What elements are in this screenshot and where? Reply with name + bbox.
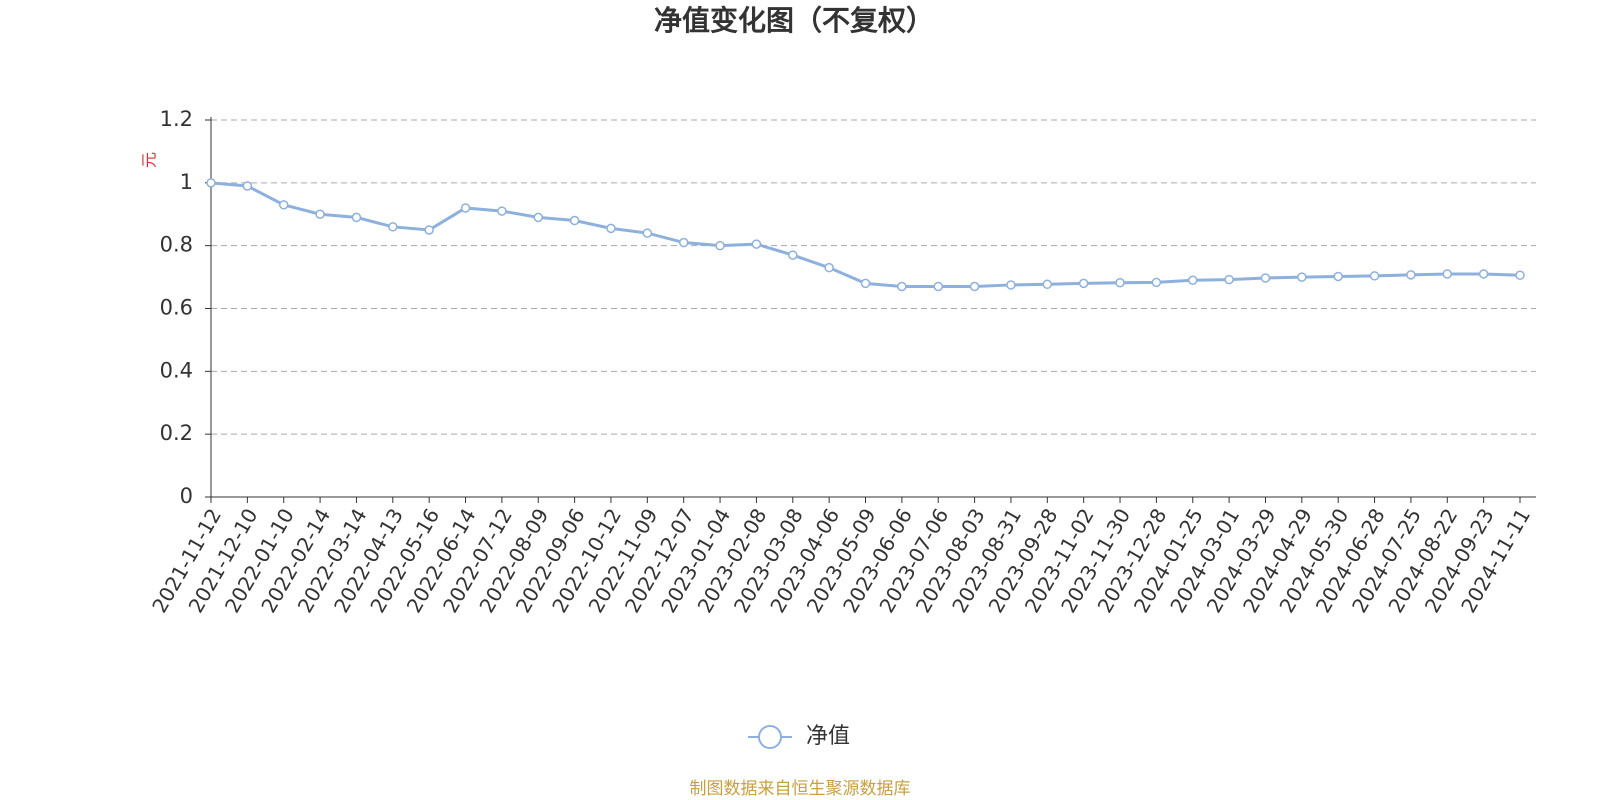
data-point — [751, 239, 762, 249]
legend-marker — [758, 725, 782, 749]
y-tick-label: 0.8 — [160, 233, 193, 257]
chart-title: 净值变化图（不复权） — [654, 4, 934, 37]
data-point — [242, 181, 253, 191]
data-point — [1369, 271, 1380, 281]
data-point — [678, 237, 689, 248]
y-tick-label: 1 — [180, 170, 193, 194]
data-point — [497, 206, 507, 216]
data-point — [460, 203, 471, 213]
data-point — [1078, 278, 1089, 289]
data-point — [278, 200, 289, 210]
data-line — [210, 181, 1521, 289]
y-tick-label: 0 — [180, 484, 193, 508]
data-point — [206, 178, 216, 188]
data-point — [1042, 279, 1053, 290]
data-point — [1224, 274, 1234, 285]
data-point — [351, 212, 362, 223]
data-point — [315, 209, 325, 219]
data-point — [933, 281, 943, 292]
y-tick-label: 0.4 — [160, 358, 193, 382]
data-point — [969, 281, 980, 292]
data-point — [1260, 273, 1271, 283]
data-point — [533, 212, 543, 223]
data-point — [1188, 275, 1198, 285]
data-point — [1297, 272, 1307, 282]
data-point — [388, 222, 398, 232]
data-point — [1406, 270, 1416, 280]
data-point — [1115, 277, 1125, 288]
data-point — [715, 240, 725, 251]
data-point — [860, 278, 871, 289]
data-point — [1006, 280, 1016, 290]
data-point — [897, 281, 907, 292]
data-point — [569, 215, 580, 226]
data-point — [1151, 277, 1162, 288]
data-point — [642, 228, 653, 238]
footer: 制图数据来自恒生聚源数据库 — [690, 779, 911, 799]
data-point — [424, 225, 434, 235]
data-point — [606, 223, 616, 234]
y-tick-label: 1.2 — [160, 107, 193, 131]
data-point — [1442, 269, 1453, 279]
data-point — [788, 250, 798, 260]
data-point — [1515, 270, 1525, 280]
y-tick-label: 0.6 — [160, 296, 193, 320]
data-point — [824, 262, 834, 273]
y-tick-label: 0.2 — [160, 421, 193, 445]
data-point — [1333, 271, 1343, 282]
y-axis-unit: 元 — [140, 152, 159, 168]
legend-label: 净值 — [806, 724, 850, 749]
data-point — [1478, 269, 1489, 279]
